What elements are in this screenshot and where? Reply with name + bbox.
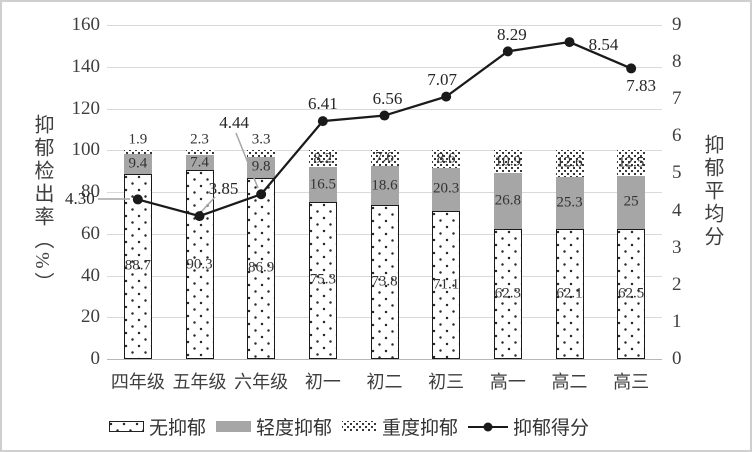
bar-segment-label: 7.4	[190, 154, 209, 171]
legend-item-depression-score: 抑郁得分	[468, 413, 589, 440]
legend-item-severe-depression: 重度抑郁	[342, 413, 458, 440]
bar-segment-label: 1.9	[128, 131, 148, 148]
bar-segment-no-depression	[555, 229, 584, 359]
legend-label-severe-depression: 重度抑郁	[382, 418, 459, 439]
right-axis-tick-label: 9	[672, 14, 682, 35]
bar-segment-no-depression	[308, 201, 337, 359]
x-axis-category-label: 初二	[366, 372, 403, 392]
bar-segment-label: 25.3	[556, 194, 583, 211]
grid-line	[107, 25, 662, 26]
bar-segment-label: 16.5	[309, 176, 336, 193]
bar-segment-no-depression	[617, 228, 646, 359]
data-point-marker	[502, 46, 513, 57]
right-axis-tick-label: 7	[672, 88, 682, 110]
bar-segment-label: 12.6	[556, 154, 583, 171]
legend-swatch-severe-depression	[342, 421, 378, 432]
bar-segment-severe-depression	[247, 150, 276, 158]
grid-line	[107, 108, 662, 110]
bar-segment-label: 26.8	[494, 192, 521, 209]
bar-segment-label: 86.9	[248, 259, 275, 276]
line-data-label: 7.07	[427, 69, 458, 89]
bar-segment-label: 8.6	[436, 150, 456, 167]
left-axis-tick-label: 140	[71, 55, 101, 77]
bar-segment-label: 18.6	[371, 177, 398, 194]
right-axis-tick-label: 8	[672, 51, 682, 73]
bar-segment-label: 7.6	[375, 149, 394, 166]
bar-segment-label: 88.7	[124, 257, 151, 274]
bar-segment-label: 71.1	[433, 276, 460, 293]
grid-line	[107, 359, 662, 360]
line-data-label: 6.56	[372, 88, 403, 108]
left-axis-title: 抑郁检出率（%）	[31, 114, 53, 295]
right-axis-tick-label: 5	[672, 162, 682, 184]
data-point-marker	[626, 63, 637, 74]
right-axis-tick-label: 0	[672, 348, 682, 369]
x-axis-category-label: 四年级	[110, 372, 165, 392]
legend-swatch-score-line	[468, 422, 509, 431]
bar-segment-label: 25	[623, 193, 639, 210]
left-axis-tick-label: 100	[71, 139, 101, 161]
bar-segment-label: 2.3	[190, 131, 209, 148]
legend-label-no-depression: 无抑郁	[149, 418, 207, 439]
right-axis-tick-label: 6	[672, 125, 682, 147]
right-axis-tick-label: 3	[672, 236, 682, 258]
bar-segment-label: 20.3	[433, 180, 460, 197]
line-data-label: 4.30	[64, 189, 95, 209]
grid-line	[107, 66, 662, 68]
line-data-label: 7.83	[626, 76, 657, 96]
x-axis-category-label: 六年级	[234, 372, 289, 392]
bar-segment-label: 62.1	[556, 285, 583, 302]
left-axis-tick-label: 20	[81, 306, 100, 328]
line-data-label: 6.41	[307, 94, 338, 114]
legend-swatch-mild-depression	[216, 421, 252, 432]
bar-segment-label: 3.3	[251, 131, 271, 148]
right-axis-tick-label: 2	[672, 273, 682, 295]
bar-segment-no-depression	[432, 210, 461, 359]
bar-segment-label: 75.3	[309, 271, 336, 288]
line-data-label: 3.85	[208, 179, 239, 199]
x-axis-category-label: 高二	[551, 372, 588, 392]
data-point-marker	[317, 116, 328, 127]
data-point-marker	[441, 91, 452, 102]
bar-segment-label: 73.8	[371, 273, 398, 290]
x-axis-category-label: 高一	[489, 372, 526, 392]
data-point-marker	[564, 37, 575, 48]
bar-segment-label: 10.9	[494, 153, 521, 170]
bar-segment-no-depression	[370, 204, 399, 359]
x-axis-category-label: 初三	[428, 372, 465, 392]
bar-segment-label: 90.3	[186, 256, 213, 273]
legend-label-depression-score: 抑郁得分	[513, 418, 590, 439]
right-axis-tick-label: 1	[672, 310, 682, 332]
bar-segment-label: 8.2	[313, 150, 333, 167]
line-data-label: 8.29	[496, 25, 527, 45]
legend: 无抑郁 轻度抑郁 重度抑郁 抑郁得分	[109, 413, 589, 440]
left-axis-tick-label: 80	[81, 181, 100, 202]
legend-item-mild-depression: 轻度抑郁	[216, 413, 332, 440]
bar-segment-label: 62.3	[494, 285, 521, 302]
left-axis-tick-label: 160	[71, 14, 101, 35]
left-axis-tick-label: 120	[71, 97, 101, 119]
data-point-marker	[379, 110, 390, 121]
x-axis-category-label: 五年级	[172, 372, 227, 392]
line-data-label: 4.44	[219, 113, 250, 133]
legend-swatch-no-depression	[109, 421, 144, 432]
bar-segment-label: 9.8	[251, 158, 271, 175]
left-axis-tick-label: 60	[81, 222, 100, 244]
x-axis-category-label: 初一	[304, 372, 341, 392]
left-axis-tick-label: 0	[90, 348, 101, 369]
legend-item-no-depression: 无抑郁	[109, 413, 206, 440]
bar-segment-label: 12.5	[618, 154, 645, 171]
bar-segment-label: 9.4	[128, 155, 148, 172]
bar-segment-severe-depression	[123, 150, 152, 155]
left-axis-tick-label: 40	[81, 264, 100, 286]
legend-marker-dot	[483, 422, 493, 431]
x-axis-category-label: 高三	[613, 372, 650, 392]
right-axis-title: 抑郁平均分	[701, 134, 723, 249]
bar-segment-label: 62.5	[618, 285, 645, 302]
line-data-label: 8.54	[588, 35, 619, 55]
legend-label-mild-depression: 轻度抑郁	[256, 418, 333, 439]
bar-segment-no-depression	[493, 228, 522, 359]
right-axis-tick-label: 4	[672, 199, 682, 221]
